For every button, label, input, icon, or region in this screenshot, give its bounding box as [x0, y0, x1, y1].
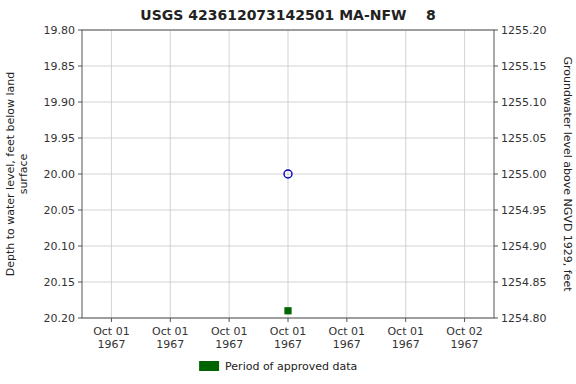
- y2-tick: [494, 66, 498, 67]
- y-tick-label: 19.90: [44, 96, 76, 109]
- legend-label: Period of approved data: [225, 360, 357, 373]
- y-tick: [78, 246, 82, 247]
- y2-tick-label: 1255.10: [501, 96, 547, 109]
- x-tick: [170, 318, 171, 322]
- x-tick-label: Oct 011967: [387, 325, 424, 351]
- y-tick: [78, 30, 82, 31]
- y-tick: [78, 174, 82, 175]
- x-tick: [111, 318, 112, 322]
- y-tick-label: 20.15: [44, 276, 76, 289]
- square-point: [285, 308, 291, 314]
- x-grid-line: [229, 30, 230, 318]
- x-tick: [346, 318, 347, 322]
- y2-tick-label: 1255.05: [501, 132, 547, 145]
- circle-point: [284, 170, 292, 178]
- x-grid-line: [346, 30, 347, 318]
- x-tick-label: Oct 011967: [93, 325, 130, 351]
- y2-tick: [494, 138, 498, 139]
- x-grid-line: [288, 30, 289, 318]
- plot-frame: [82, 30, 494, 318]
- y2-tick-label: 1254.95: [501, 204, 547, 217]
- legend-swatch: [199, 361, 219, 371]
- y-tick-label: 20.10: [44, 240, 76, 253]
- y2-tick: [494, 102, 498, 103]
- y-tick-label: 19.85: [44, 60, 76, 73]
- x-tick: [464, 318, 465, 322]
- grid: [82, 30, 494, 318]
- x-tick-label: Oct 021967: [446, 325, 483, 351]
- y-tick: [78, 138, 82, 139]
- plot-area: [82, 30, 494, 318]
- x-grid-line: [111, 30, 112, 318]
- y2-axis-label: Groundwater level above NGVD 1929, feet: [561, 56, 574, 292]
- y2-tick-label: 1254.85: [501, 276, 547, 289]
- y-tick-label: 20.20: [44, 312, 76, 325]
- x-tick-label: Oct 011967: [152, 325, 189, 351]
- x-tick-label: Oct 011967: [329, 325, 366, 351]
- y-tick: [78, 282, 82, 283]
- y2-tick: [494, 246, 498, 247]
- y-tick-label: 20.05: [44, 204, 76, 217]
- y2-tick-label: 1255.20: [501, 24, 547, 37]
- y-tick-label: 19.80: [44, 24, 76, 37]
- y2-tick: [494, 282, 498, 283]
- y2-tick: [494, 174, 498, 175]
- y2-tick-label: 1255.15: [501, 60, 547, 73]
- y2-tick: [494, 30, 498, 31]
- chart: 19.80 19.85 19.90 19.95 20.00 20.05 20.10 20.15…: [0, 0, 576, 384]
- x-tick: [229, 318, 230, 322]
- y-tick: [78, 102, 82, 103]
- x-tick: [288, 318, 289, 322]
- y-tick-label: 20.00: [44, 168, 76, 181]
- y-tick: [78, 210, 82, 211]
- y-tick: [78, 318, 82, 319]
- y2-tick: [494, 318, 498, 319]
- y2-tick-label: 1254.80: [501, 312, 547, 325]
- y2-tick-label: 1254.90: [501, 240, 547, 253]
- y2-tick-label: 1255.00: [501, 168, 547, 181]
- legend: Period of approved data: [199, 360, 357, 373]
- x-tick-label: Oct 011967: [211, 325, 248, 351]
- y2-tick: [494, 210, 498, 211]
- x-grid-line: [405, 30, 406, 318]
- x-grid-line: [464, 30, 465, 318]
- x-grid-line: [170, 30, 171, 318]
- y-tick: [78, 66, 82, 67]
- y-tick-label: 19.95: [44, 132, 76, 145]
- title: USGS 423612073142501 MA-NFW 8: [140, 7, 435, 23]
- x-tick: [405, 318, 406, 322]
- x-tick-label: Oct 011967: [270, 325, 307, 351]
- y-axis-label: Depth to water level, feet below landsur…: [4, 72, 30, 277]
- data-marks: [284, 170, 292, 314]
